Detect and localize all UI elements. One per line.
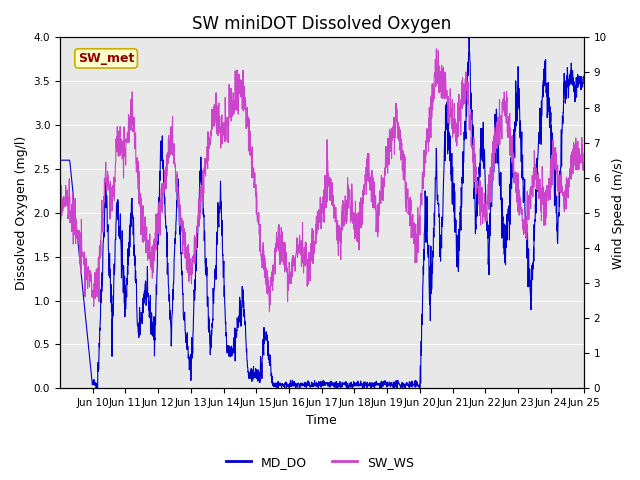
Y-axis label: Dissolved Oxygen (mg/l): Dissolved Oxygen (mg/l) [15,136,28,290]
Legend: MD_DO, SW_WS: MD_DO, SW_WS [221,451,419,474]
Text: SW_met: SW_met [78,52,134,65]
Title: SW miniDOT Dissolved Oxygen: SW miniDOT Dissolved Oxygen [192,15,451,33]
X-axis label: Time: Time [307,414,337,427]
Y-axis label: Wind Speed (m/s): Wind Speed (m/s) [612,157,625,269]
